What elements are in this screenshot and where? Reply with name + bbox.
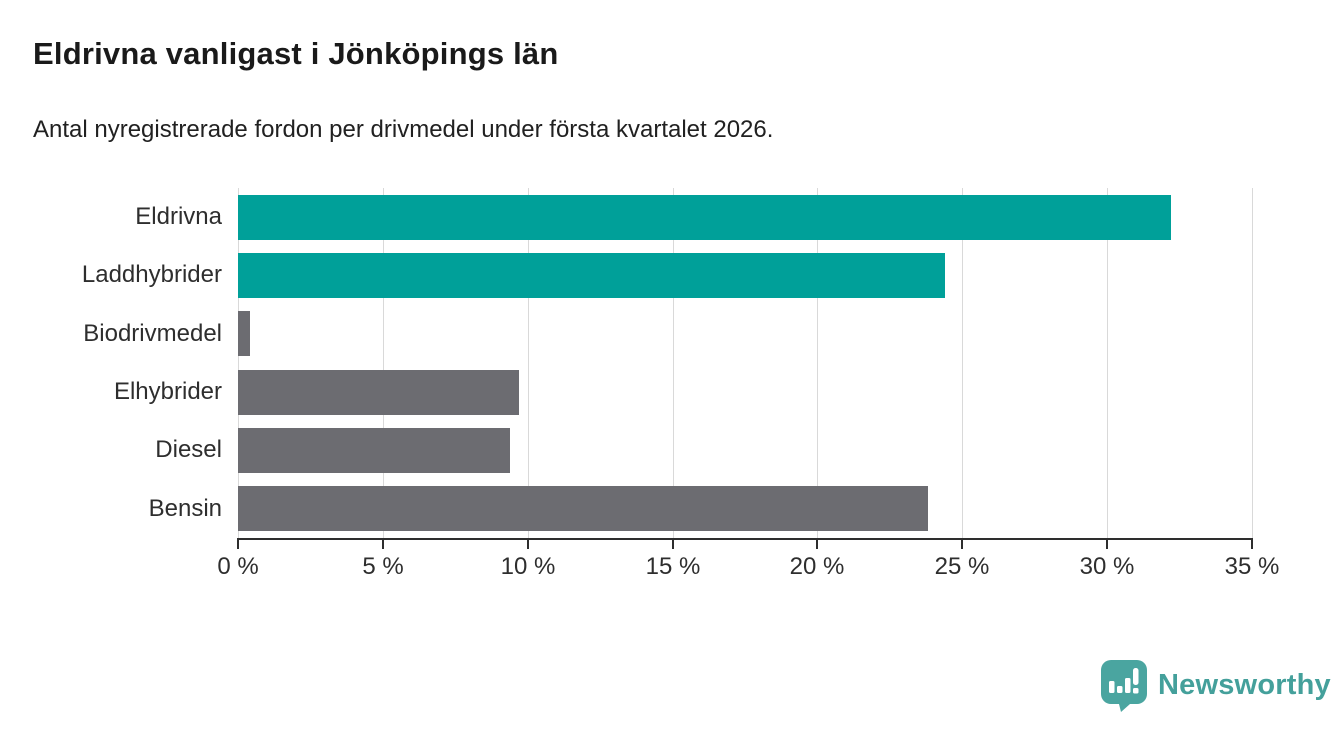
tick-label-30: 30 % [1079, 553, 1135, 580]
tick-label-5: 5 % [362, 553, 404, 580]
gridline-20 [817, 188, 818, 538]
bar-elhybrider [238, 370, 519, 415]
newsworthy-logo-icon [1101, 659, 1147, 712]
gridline-25 [962, 188, 963, 538]
tick-mark-5 [382, 540, 384, 549]
tick-label-25: 25 % [934, 553, 990, 580]
bar-diesel [238, 428, 510, 473]
chart-subtitle: Antal nyregistrerade fordon per drivmede… [33, 116, 774, 143]
tick-mark-0 [237, 540, 239, 549]
gridline-30 [1107, 188, 1108, 538]
gridline-5 [383, 188, 384, 538]
category-label-biodrivmedel: Biodrivmedel [83, 320, 222, 347]
category-label-bensin: Bensin [148, 495, 222, 522]
gridline-15 [673, 188, 674, 538]
tick-mark-35 [1251, 540, 1253, 549]
category-label-elhybrider: Elhybrider [113, 378, 222, 405]
tick-mark-15 [672, 540, 674, 549]
tick-label-15: 15 % [645, 553, 701, 580]
gridline-35 [1252, 188, 1253, 538]
bar-laddhybrider [238, 253, 945, 298]
category-label-laddhybrider: Laddhybrider [81, 261, 222, 288]
brand-name: Newsworthy [1158, 668, 1331, 701]
category-label-diesel: Diesel [155, 436, 222, 463]
tick-label-35: 35 % [1224, 553, 1280, 580]
gridline-10 [528, 188, 529, 538]
tick-label-10: 10 % [500, 553, 556, 580]
plot-area [238, 188, 1253, 538]
tick-mark-25 [961, 540, 963, 549]
tick-mark-30 [1106, 540, 1108, 549]
tick-mark-10 [527, 540, 529, 549]
gridline-0 [238, 188, 239, 538]
bar-biodrivmedel [238, 311, 250, 356]
tick-label-20: 20 % [789, 553, 845, 580]
brand-footer: Newsworthy [1100, 658, 1331, 712]
category-label-eldrivna: Eldrivna [135, 203, 222, 230]
bar-eldrivna [238, 195, 1171, 240]
tick-mark-20 [816, 540, 818, 549]
x-axis-line [237, 538, 1253, 540]
chart-title: Eldrivna vanligast i Jönköpings län [33, 36, 559, 71]
bar-bensin [238, 486, 928, 531]
tick-label-0: 0 % [217, 553, 259, 580]
